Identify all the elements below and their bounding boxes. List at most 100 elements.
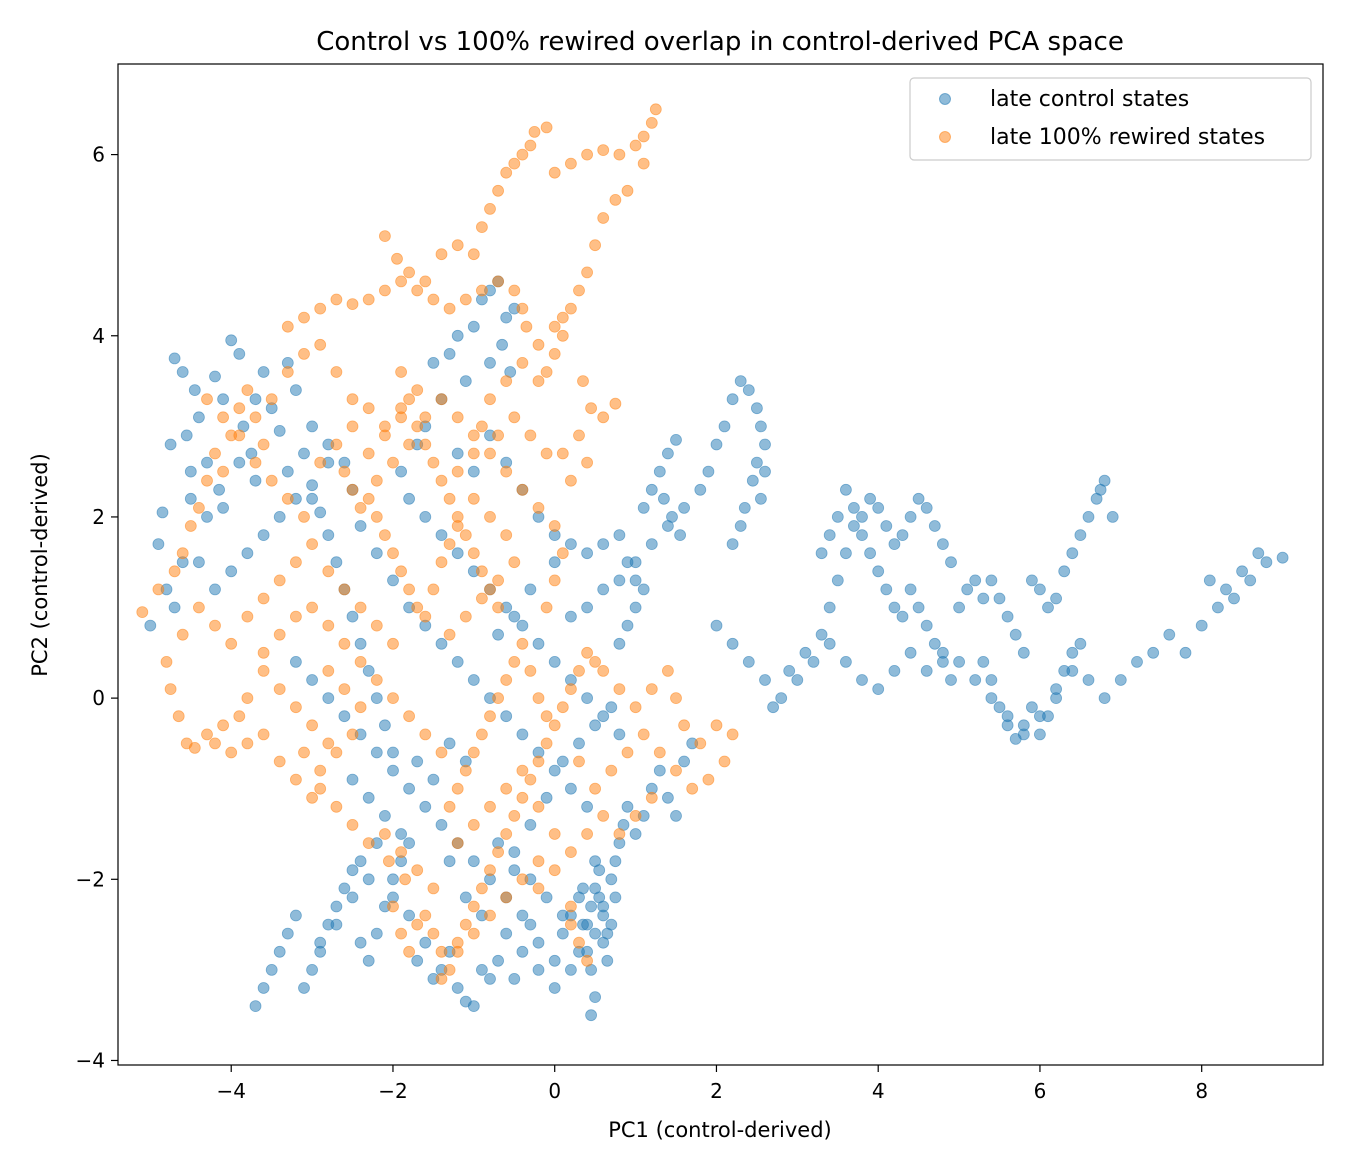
data-point [330, 438, 343, 451]
data-point [613, 828, 626, 840]
data-point [395, 565, 408, 578]
data-point [969, 574, 982, 587]
data-point [581, 954, 593, 967]
data-point [362, 447, 375, 460]
data-point [985, 574, 998, 587]
data-point [249, 411, 262, 424]
data-point [354, 701, 367, 714]
data-point [540, 710, 553, 723]
data-point [451, 945, 464, 958]
data-point [180, 429, 193, 442]
data-point [516, 909, 529, 922]
data-point [289, 656, 302, 668]
data-point [823, 637, 836, 650]
data-point [751, 402, 763, 415]
data-point [508, 973, 521, 985]
data-point [799, 646, 812, 659]
data-point [298, 746, 310, 759]
data-point [459, 529, 472, 541]
data-point [168, 352, 181, 365]
data-point [467, 429, 480, 442]
data-point [435, 248, 448, 261]
data-point [605, 701, 618, 714]
data-point [1034, 583, 1046, 596]
data-point [298, 447, 310, 460]
data-point [1098, 692, 1111, 704]
data-point [164, 683, 177, 695]
data-point [387, 456, 399, 469]
data-point [888, 601, 901, 614]
data-point [451, 782, 464, 795]
data-point [540, 791, 553, 804]
data-point [742, 656, 755, 668]
legend-label-control: late control states [990, 87, 1189, 112]
data-point [589, 239, 601, 252]
data-point [306, 479, 319, 492]
data-point [581, 601, 593, 614]
data-point [597, 909, 610, 922]
data-point [467, 900, 480, 913]
data-point [403, 492, 416, 505]
data-point [823, 529, 836, 541]
data-point [451, 239, 464, 252]
data-point [581, 148, 593, 161]
y-axis-ticks: −4 −2 0 2 4 6 [76, 143, 118, 1072]
data-point [322, 529, 335, 541]
data-point [201, 456, 213, 469]
data-point [937, 538, 949, 550]
data-point [565, 157, 577, 170]
data-point [273, 755, 286, 768]
data-point [233, 402, 246, 415]
data-point [378, 810, 391, 822]
data-point [188, 384, 201, 397]
data-point [500, 674, 513, 686]
data-point [411, 284, 424, 297]
y-tick-label: 2 [92, 505, 105, 529]
data-point [516, 791, 529, 804]
data-point [516, 764, 529, 777]
data-point [1236, 565, 1248, 578]
data-point [451, 520, 464, 532]
data-point [573, 936, 585, 949]
data-point [670, 433, 682, 446]
x-tick-label: 2 [710, 1079, 723, 1103]
data-point [209, 370, 221, 383]
data-point [209, 447, 221, 460]
data-point [192, 556, 205, 569]
data-point [556, 547, 569, 560]
data-point [346, 728, 359, 741]
data-point [1017, 646, 1030, 659]
data-point [387, 746, 399, 759]
data-point [322, 665, 335, 677]
data-point [241, 692, 254, 704]
data-point [306, 964, 319, 976]
data-point [649, 103, 662, 116]
data-point [184, 520, 197, 532]
data-point [605, 918, 618, 931]
data-point [233, 456, 246, 469]
data-point [322, 737, 335, 750]
data-point [346, 483, 359, 496]
data-point [152, 538, 165, 550]
data-point [467, 927, 480, 940]
data-point [395, 846, 408, 858]
data-point [702, 465, 715, 478]
data-point [419, 438, 432, 451]
data-point [1066, 646, 1079, 659]
data-point [370, 692, 383, 704]
data-point [621, 746, 634, 759]
data-point [1042, 710, 1054, 723]
data-point [1179, 646, 1192, 659]
data-point [492, 275, 505, 288]
data-point [330, 918, 343, 931]
data-point [387, 574, 399, 587]
data-point [508, 810, 521, 822]
data-point [378, 429, 391, 442]
data-point [581, 828, 593, 840]
data-point [585, 1009, 597, 1022]
data-point [184, 492, 197, 505]
data-point [403, 837, 416, 849]
data-point [589, 855, 601, 868]
data-point [1212, 601, 1224, 614]
data-point [387, 637, 399, 650]
